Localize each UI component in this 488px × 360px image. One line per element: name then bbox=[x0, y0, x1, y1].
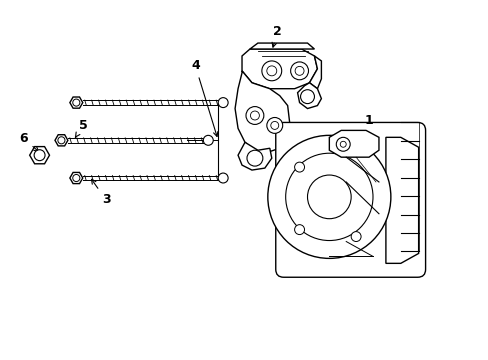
Circle shape bbox=[267, 135, 390, 258]
Circle shape bbox=[285, 153, 372, 240]
Circle shape bbox=[73, 99, 80, 106]
Text: 2: 2 bbox=[271, 24, 282, 47]
Polygon shape bbox=[242, 49, 317, 89]
Circle shape bbox=[218, 98, 228, 108]
Circle shape bbox=[34, 150, 45, 161]
Circle shape bbox=[262, 61, 281, 81]
Text: 1: 1 bbox=[354, 114, 373, 144]
Circle shape bbox=[270, 121, 278, 129]
Circle shape bbox=[350, 231, 360, 242]
Circle shape bbox=[266, 117, 282, 133]
Circle shape bbox=[294, 162, 304, 172]
Circle shape bbox=[245, 107, 264, 125]
Polygon shape bbox=[309, 56, 321, 89]
Text: 4: 4 bbox=[191, 59, 217, 136]
Circle shape bbox=[218, 173, 228, 183]
Circle shape bbox=[294, 66, 304, 75]
Polygon shape bbox=[238, 142, 271, 170]
Polygon shape bbox=[385, 137, 418, 264]
Text: 3: 3 bbox=[91, 179, 110, 206]
Circle shape bbox=[73, 175, 80, 181]
Text: 6: 6 bbox=[20, 132, 39, 152]
Circle shape bbox=[250, 111, 259, 120]
Circle shape bbox=[266, 66, 276, 76]
Circle shape bbox=[246, 150, 263, 166]
Text: 5: 5 bbox=[75, 119, 87, 137]
Circle shape bbox=[336, 137, 349, 151]
Circle shape bbox=[294, 225, 304, 235]
Polygon shape bbox=[328, 130, 378, 157]
Circle shape bbox=[307, 175, 350, 219]
Circle shape bbox=[340, 141, 346, 147]
Circle shape bbox=[300, 90, 314, 104]
FancyBboxPatch shape bbox=[275, 122, 425, 277]
Circle shape bbox=[203, 135, 213, 145]
Circle shape bbox=[290, 62, 308, 80]
Polygon shape bbox=[235, 71, 289, 152]
Polygon shape bbox=[249, 43, 314, 49]
Circle shape bbox=[58, 137, 65, 144]
Polygon shape bbox=[297, 83, 321, 109]
